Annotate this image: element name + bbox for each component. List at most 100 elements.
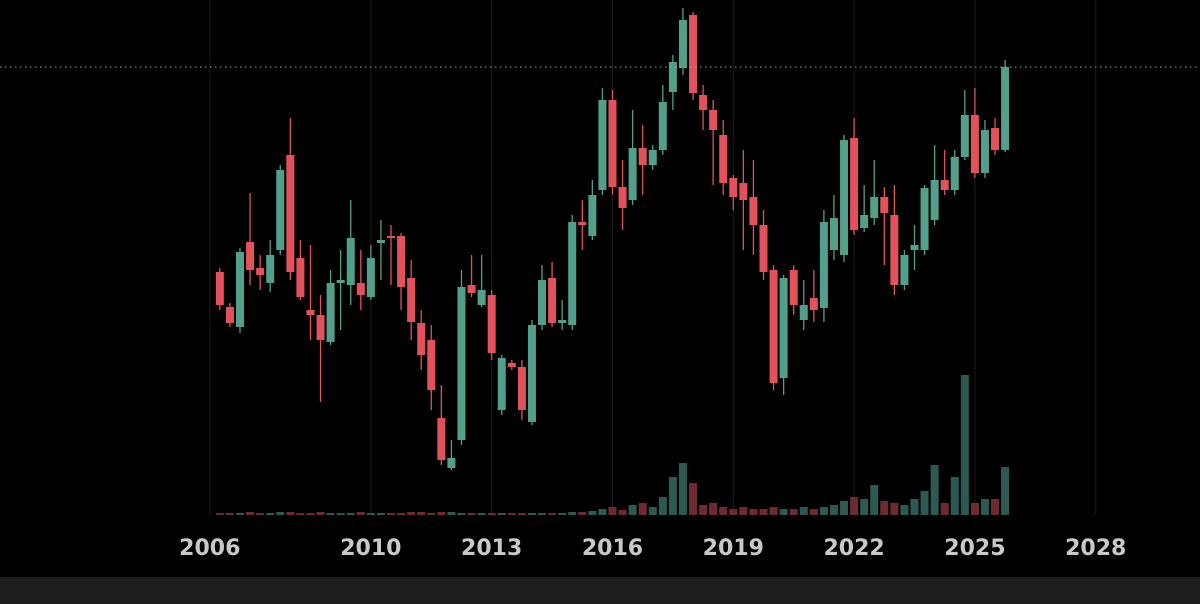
volume-bar [558, 513, 567, 515]
candle-body [447, 458, 456, 468]
candle-body [256, 268, 265, 275]
candle-body [588, 195, 597, 236]
candle-body [860, 215, 869, 228]
volume-bar [890, 503, 899, 515]
volume-bar [980, 499, 989, 515]
volume-bar [668, 477, 677, 515]
volume-bar [447, 512, 456, 515]
candle-body [729, 178, 738, 197]
candle-body [658, 102, 667, 150]
candle-body [638, 148, 647, 165]
volume-bar [457, 513, 466, 515]
volume-bar [407, 512, 416, 515]
volume-bar [356, 512, 365, 515]
candle-body [739, 183, 748, 200]
candle-body [346, 238, 355, 285]
volume-bar [286, 512, 295, 515]
volume-bar [638, 503, 647, 515]
candle-body [246, 242, 255, 270]
candle-body [306, 310, 315, 315]
volume-bar [829, 505, 838, 515]
volume-bar [568, 512, 577, 515]
candle-body [568, 222, 577, 325]
volume-bar [598, 509, 607, 515]
volume-bar [1001, 467, 1010, 515]
volume-bar [779, 509, 788, 515]
candle-body [920, 188, 929, 250]
candle-body [437, 418, 446, 460]
volume-bar [960, 375, 969, 515]
candle-body [819, 222, 828, 308]
volume-bar [628, 505, 637, 515]
candle-body [598, 100, 607, 190]
volume-bar [467, 513, 476, 515]
candle-body [538, 280, 547, 325]
volume-bar [991, 499, 1000, 515]
candle-body [276, 170, 285, 250]
candle-body [689, 15, 698, 93]
candle-body [991, 128, 1000, 150]
volume-bar [236, 513, 244, 515]
candle-body [336, 280, 345, 283]
volume-bar [689, 483, 698, 515]
candle-body [326, 283, 335, 342]
volume-bar [809, 509, 818, 515]
volume-bar [497, 513, 506, 515]
candle-body [668, 62, 677, 92]
volume-bar [678, 463, 687, 515]
candle-body [840, 140, 849, 255]
candle-body [316, 315, 325, 340]
volume-bar [729, 509, 738, 515]
volume-bar [366, 513, 375, 515]
volume-bar [799, 507, 808, 515]
candle-body [427, 340, 436, 390]
volume-bar [225, 513, 234, 515]
candle-body [699, 95, 708, 110]
candle-body [286, 155, 295, 272]
volume-bar [477, 513, 486, 515]
candle-body [749, 197, 758, 225]
volume-bar [346, 513, 355, 515]
volume-bar [578, 512, 587, 515]
candle-body [407, 278, 416, 322]
x-tick-label: 2006 [179, 536, 240, 561]
volume-bar [417, 512, 426, 515]
candle-body [769, 270, 778, 383]
candle-body [930, 180, 939, 220]
candle-body [387, 236, 396, 238]
candle-body [548, 278, 557, 323]
volume-bar [588, 511, 597, 515]
x-tick-label: 2013 [461, 536, 522, 561]
volume [215, 375, 1010, 515]
volume-bar [850, 497, 859, 515]
candle-body [397, 236, 406, 287]
candle-body [417, 323, 426, 355]
volume-bar [739, 507, 748, 515]
volume-bar [256, 513, 265, 515]
volume-bar [719, 507, 728, 515]
candle-body [900, 255, 909, 285]
bottom-bar [0, 577, 1200, 604]
volume-bar [699, 505, 708, 515]
x-tick-label: 2010 [340, 536, 401, 561]
candle-body [558, 320, 567, 323]
candle-body [517, 367, 526, 410]
candle-body [809, 298, 818, 310]
volume-bar [527, 513, 536, 515]
candle-body [497, 358, 506, 410]
volume-bar [840, 501, 849, 515]
candle-body [829, 218, 838, 250]
volume-bar [870, 485, 879, 515]
volume-bar [860, 499, 869, 515]
candle-body [527, 325, 536, 422]
candle-body [759, 225, 768, 272]
candle-body [789, 270, 798, 305]
candle-body [467, 285, 476, 293]
candle-body [850, 138, 859, 230]
volume-bar [548, 513, 557, 515]
candle-body [578, 222, 587, 225]
volume-bar [507, 513, 516, 515]
volume-bar [316, 512, 325, 515]
